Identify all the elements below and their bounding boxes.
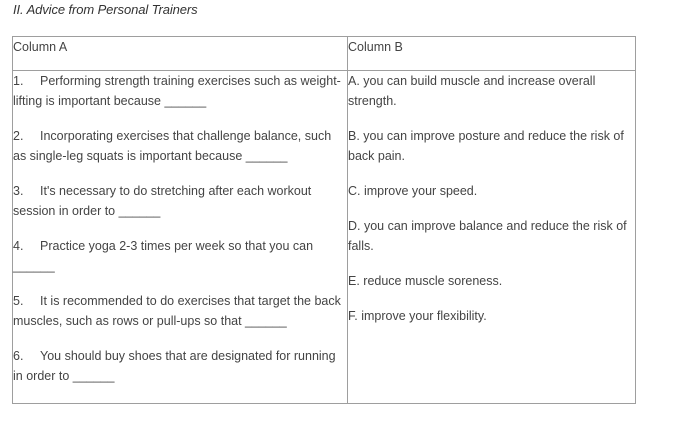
answer-option: C. improve your speed. <box>348 184 478 198</box>
column-a-header: Column A <box>12 36 348 71</box>
question-number: 4. <box>13 239 24 253</box>
question-number: 6. <box>13 349 24 363</box>
answer-option: F. improve your flexibility. <box>348 309 487 323</box>
answer-option: D. you can improve balance and reduce th… <box>348 219 627 253</box>
answer-option: B. you can improve posture and reduce th… <box>348 129 624 163</box>
question-item: 6. You should buy shoes that are designat… <box>13 346 347 386</box>
question-text: You should buy shoes that are designated… <box>13 349 336 383</box>
matching-table: Column A Column B 1. Performing strength … <box>12 36 636 404</box>
question-text: It is recommended to do exercises that t… <box>13 294 341 328</box>
question-text: It's necessary to do stretching after ea… <box>13 184 312 218</box>
column-a-cell: 1. Performing strength training exercises… <box>12 70 348 404</box>
question-number: 3. <box>13 184 24 198</box>
answer-option: A. you can build muscle and increase ove… <box>348 74 596 108</box>
question-text: Practice yoga 2-3 times per week so that… <box>13 239 314 273</box>
question-number: 5. <box>13 294 24 308</box>
table-body-row: 1. Performing strength training exercises… <box>12 70 636 404</box>
question-item: 3. It's necessary to do stretching after … <box>13 181 347 221</box>
question-number: 2. <box>13 129 24 143</box>
question-text: Incorporating exercises that challenge b… <box>13 129 332 163</box>
answer-option: E. reduce muscle soreness. <box>348 274 503 288</box>
question-item: 1. Performing strength training exercises… <box>13 71 347 111</box>
question-item: 2. Incorporating exercises that challenge… <box>13 126 347 166</box>
table-header-row: Column A Column B <box>12 36 636 71</box>
question-text: Performing strength training exercises s… <box>13 74 341 108</box>
question-item: 5. It is recommended to do exercises that… <box>13 291 347 331</box>
question-item: 4. Practice yoga 2-3 times per week so th… <box>13 236 347 276</box>
question-number: 1. <box>13 74 24 88</box>
column-b-cell: A. you can build muscle and increase ove… <box>347 70 636 404</box>
section-title: II. Advice from Personal Trainers <box>13 2 198 17</box>
column-b-header: Column B <box>347 36 636 71</box>
